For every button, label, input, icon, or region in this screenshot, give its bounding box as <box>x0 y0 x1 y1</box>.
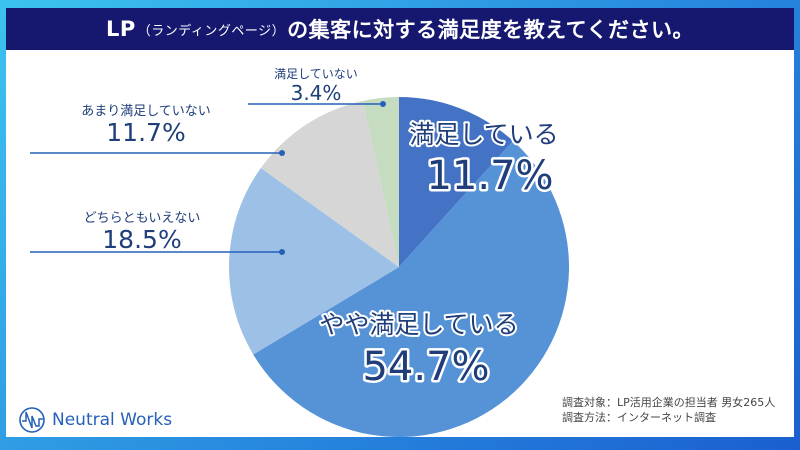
pie-slice <box>253 140 569 437</box>
pie-slice <box>362 97 399 267</box>
slice-label: あまり満足していない <box>81 104 211 119</box>
survey-target: 調査対象：LP活用企業の担当者 男女265人 <box>562 396 776 409</box>
chart-title: LP （ランディングページ） の集客に対する満足度を教えてください。 <box>6 8 794 50</box>
survey-notes: 調査対象：LP活用企業の担当者 男女265人 調査方法：インターネット調査 <box>562 395 775 425</box>
slice-label: 満足していない <box>274 67 358 81</box>
slice-label: 満足している <box>409 120 558 149</box>
pie-slice <box>260 100 399 268</box>
slice-label: やや満足している <box>319 310 518 339</box>
survey-method: 調査方法：インターネット調査 <box>562 411 716 424</box>
leader-dot <box>279 150 285 156</box>
logo-icon <box>19 407 45 433</box>
slice-value: 3.4% <box>291 81 342 105</box>
leader-dot <box>279 249 285 255</box>
title-part: （ランディングページ） <box>137 23 286 39</box>
pie-slice <box>229 167 399 355</box>
title-part: の集客に対する満足度を教えてください。 <box>287 18 694 42</box>
pie-chart: 満足している 11.7% やや満足している 54.7% どちらともいえない 18… <box>30 67 569 437</box>
logo-text: Neutral Works <box>52 410 173 430</box>
slice-value: 11.7% <box>106 118 185 147</box>
slice-label: どちらともいえない <box>84 211 201 226</box>
title-part: LP <box>106 17 136 41</box>
slice-value: 18.5% <box>102 225 181 254</box>
leader-lines <box>30 101 386 255</box>
chart-panel: LP （ランディングページ） の集客に対する満足度を教えてください。 満足している … <box>6 8 794 437</box>
leader-dot <box>380 101 386 107</box>
logo: Neutral Works <box>18 406 172 434</box>
pie-slice <box>399 97 514 267</box>
slice-value: 11.7% <box>426 153 553 199</box>
slice-value: 54.7% <box>362 344 489 390</box>
